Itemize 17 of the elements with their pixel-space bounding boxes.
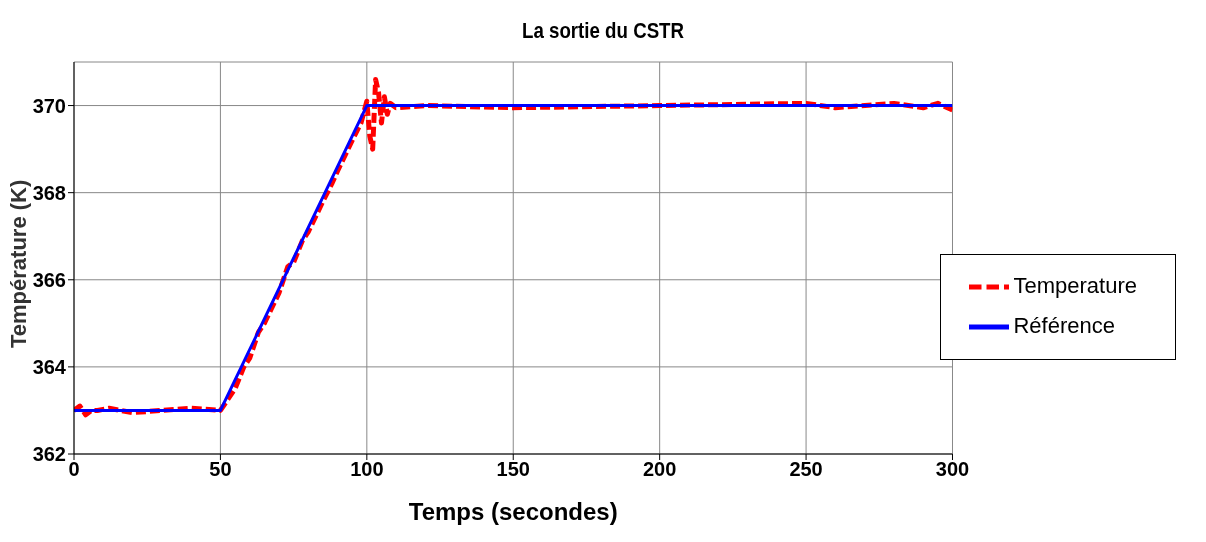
- y-tick-label: 364: [32, 355, 67, 378]
- legend-label: Référence: [1013, 312, 1115, 338]
- y-tick-label: 362: [32, 443, 66, 466]
- x-tick-label: 50: [209, 458, 232, 481]
- y-tick-label: 368: [32, 181, 66, 204]
- x-tick-label: 250: [789, 458, 823, 481]
- x-tick-label: 150: [496, 458, 530, 481]
- y-axis-title: Température (K): [5, 179, 31, 348]
- x-tick-label: 300: [935, 458, 970, 481]
- legend-label: Temperature: [1013, 272, 1137, 298]
- y-tick-label: 370: [32, 94, 66, 117]
- x-tick-label: 100: [350, 458, 384, 481]
- x-tick-label: 200: [642, 458, 677, 481]
- chart-title: La sortie du CSTR: [520, 17, 686, 45]
- x-axis-title: Temps (secondes): [408, 498, 618, 525]
- y-tick-label: 366: [32, 268, 66, 291]
- x-tick-label: 0: [68, 458, 80, 481]
